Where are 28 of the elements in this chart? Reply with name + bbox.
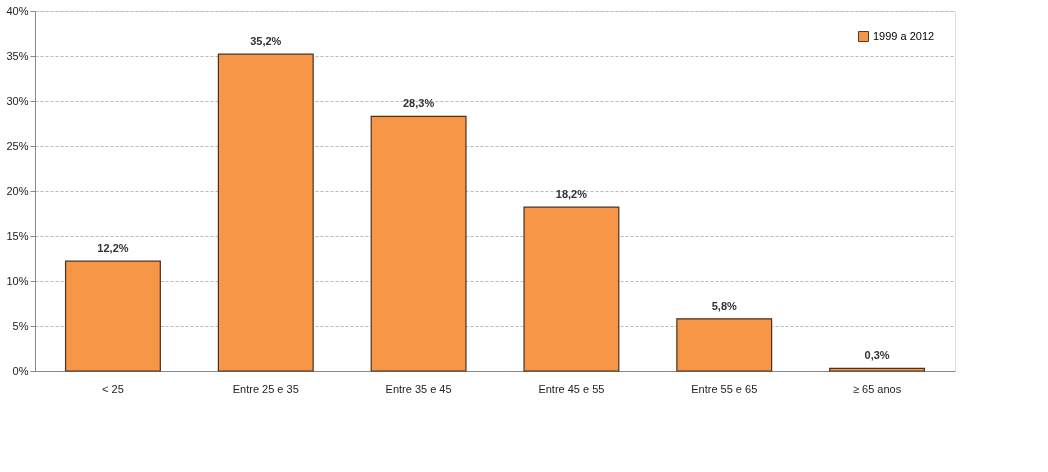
y-tick-label: 30% [6, 94, 29, 107]
data-label: 18,2% [555, 188, 588, 201]
y-tick-label: 35% [6, 49, 29, 62]
y-tick-label: 40% [6, 4, 29, 17]
x-tick-label: Entre 45 e 55 [538, 382, 605, 395]
legend-label: 1999 a 2012 [873, 29, 935, 42]
x-tick-label: Entre 55 e 65 [691, 382, 758, 395]
bar [829, 367, 926, 372]
x-tick-label: Entre 35 e 45 [385, 382, 452, 395]
bar [370, 115, 467, 372]
data-label: 12,2% [97, 242, 129, 255]
bar [217, 53, 314, 372]
bar [523, 206, 620, 372]
x-tick-label: < 25 [102, 382, 124, 395]
x-tick-label: Entre 25 e 35 [232, 382, 299, 395]
data-label: 35,2% [250, 35, 282, 48]
y-tick-label: 5% [12, 319, 29, 332]
data-label: 0,3% [864, 349, 890, 362]
y-tick-label: 20% [6, 184, 29, 197]
bar [64, 260, 161, 372]
x-tick-label: ≥ 65 anos [852, 382, 902, 395]
data-label: 5,8% [711, 299, 737, 312]
y-tick-label: 15% [6, 229, 29, 242]
bar [676, 318, 773, 372]
y-tick-label: 10% [6, 274, 29, 287]
data-label: 28,3% [402, 97, 435, 110]
y-tick-label: 25% [6, 139, 29, 152]
y-tick-label: 0% [12, 364, 29, 377]
